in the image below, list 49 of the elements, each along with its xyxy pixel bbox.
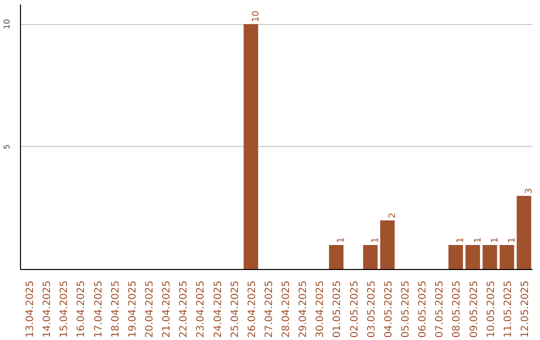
bar	[380, 220, 395, 270]
x-tick-label: 14.04.2025	[42, 280, 54, 338]
bar	[244, 24, 258, 270]
data-label: 1	[336, 237, 347, 243]
data-label: 3	[524, 188, 534, 194]
x-tick-label: 19.04.2025	[127, 280, 138, 338]
x-tick-label: 22.04.2025	[178, 280, 190, 338]
data-label: 1	[473, 237, 484, 243]
bar	[466, 244, 480, 270]
y-tick-label: 5	[2, 144, 12, 150]
bar	[448, 244, 463, 270]
data-label: 1	[490, 237, 500, 243]
x-tick-label: 21.04.2025	[162, 280, 173, 338]
x-tick-label: 13.04.2025	[25, 280, 36, 338]
x-tick-label: 20.04.2025	[144, 280, 156, 338]
data-label: 1	[370, 237, 381, 243]
x-tick-label: 02.05.2025	[349, 280, 360, 338]
data-label: 10	[251, 10, 262, 22]
x-tick-label: 12.05.2025	[520, 280, 531, 338]
data-label: 2	[388, 212, 398, 218]
x-tick-label: 09.05.2025	[468, 280, 480, 338]
data-label: 1	[456, 237, 466, 243]
x-tick-label: 03.05.2025	[366, 280, 378, 338]
x-tick-label: 06.05.2025	[418, 280, 429, 338]
x-tick-label: 23.04.2025	[196, 280, 207, 338]
bar	[482, 244, 498, 270]
data-label: 1	[507, 237, 518, 243]
bar	[363, 244, 378, 270]
x-tick-label: 25.04.2025	[230, 280, 241, 338]
x-tick-label: 27.04.2025	[264, 280, 275, 338]
x-tick-label: 01.05.2025	[332, 280, 344, 338]
x-tick-label: 29.04.2025	[298, 280, 310, 338]
x-tick-label: 17.04.2025	[93, 280, 104, 338]
bar	[516, 196, 532, 270]
x-tick-label: 24.04.2025	[212, 280, 224, 338]
x-tick-label: 11.05.2025	[502, 280, 514, 338]
x-tick-label: 30.04.2025	[315, 280, 326, 338]
x-tick-label: 05.05.2025	[400, 280, 412, 338]
x-tick-label: 28.04.2025	[281, 280, 292, 338]
x-tick-label: 10.05.2025	[486, 280, 497, 338]
x-tick-label: 07.05.2025	[434, 280, 446, 338]
bar	[500, 244, 514, 270]
x-tick-label: 26.04.2025	[246, 280, 258, 338]
x-tick-label: 15.04.2025	[59, 280, 70, 338]
x-tick-label: 04.05.2025	[383, 280, 394, 338]
x-tick-label: 08.05.2025	[452, 280, 463, 338]
x-tick-label: 18.04.2025	[110, 280, 122, 338]
bar	[328, 244, 344, 270]
x-tick-label: 16.04.2025	[76, 280, 88, 338]
